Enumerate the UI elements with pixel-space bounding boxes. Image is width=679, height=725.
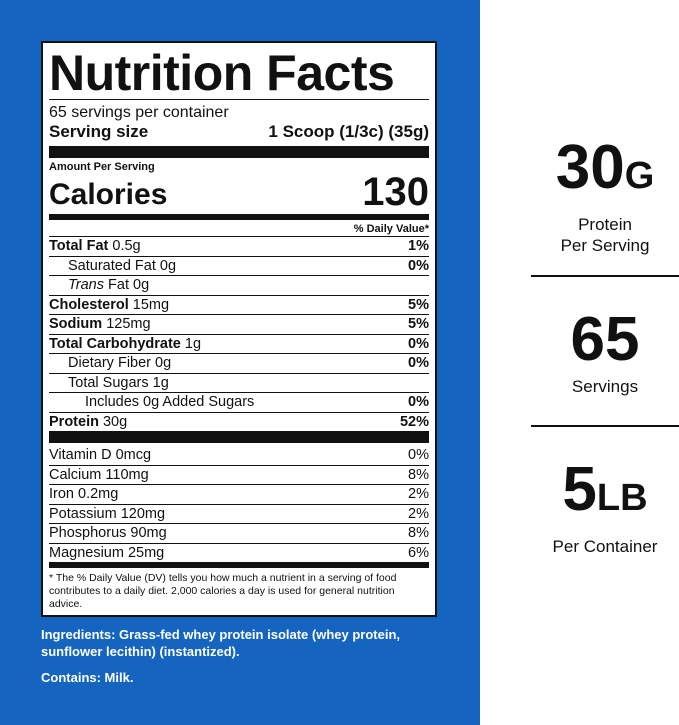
stat-label: Protein: [578, 215, 632, 234]
nutrient-dv: 0%: [408, 355, 429, 372]
calories-row: Calories 130: [49, 172, 429, 212]
nutrient-name: Cholesterol: [49, 296, 129, 313]
nutrient-row-sodium: Sodium 125mg 5%: [49, 314, 429, 334]
serving-size-value: 1 Scoop (1/3c) (35g): [268, 122, 429, 141]
vitamin-text: Vitamin D 0mcg: [49, 446, 152, 463]
vitamin-row: Phosphorus 90mg 8%: [49, 523, 429, 543]
nutrient-dv: 0%: [408, 335, 429, 352]
amount-per-serving: Amount Per Serving: [49, 161, 155, 173]
vitamin-text: Potassium 120mg: [49, 505, 166, 522]
nutrient-row-total-carbohydrate: Total Carbohydrate 1g 0%: [49, 333, 429, 354]
vitamin-dv: 8%: [408, 466, 429, 483]
stat-value: 5: [562, 455, 597, 524]
nutrient-row-cholesterol: Cholesterol 15mg 5%: [49, 294, 429, 315]
nutrient-amount: 1g: [184, 335, 202, 352]
nutrient-dv: 52%: [399, 413, 429, 430]
allergen-contains: Contains: Milk.: [41, 670, 134, 685]
ingredients-text: Ingredients: Grass-fed whey protein isol…: [41, 627, 401, 659]
stat-protein: 30G Protein Per Serving: [530, 136, 679, 256]
nutrient-amount: 15mg: [132, 296, 170, 313]
nutrient-name: Sodium: [49, 316, 103, 333]
nutrient-name: Total Carbohydrate: [49, 335, 181, 352]
calories-value: 130: [362, 170, 429, 214]
nutrient-row-protein: Protein 30g 52%: [49, 411, 429, 432]
vitamin-text: Calcium 110mg: [49, 466, 149, 483]
nutrient-amount: 0g: [155, 355, 172, 372]
nutrient-dv: 5%: [408, 316, 429, 333]
nutrient-name: Total Fat: [49, 238, 109, 255]
nutrient-row-dietary-fiber: Dietary Fiber 0g 0%: [49, 353, 429, 373]
stat-servings: 65 Servings: [530, 308, 679, 397]
serving-size-row: Serving size 1 Scoop (1/3c) (35g): [49, 122, 429, 142]
vitamin-dv: 2%: [408, 505, 429, 522]
vitamin-dv: 8%: [408, 525, 429, 542]
daily-value-footnote: * The % Daily Value (DV) tells you how m…: [49, 572, 397, 610]
divider-thick: [49, 431, 429, 443]
nutrient-name: Fat: [108, 277, 129, 294]
vitamin-row: Magnesium 25mg 6%: [49, 542, 429, 563]
vitamin-row: Iron 0.2mg 2%: [49, 484, 429, 504]
vitamin-text: Magnesium 25mg: [49, 544, 165, 561]
nutrient-dv: 1%: [408, 238, 429, 255]
vitamin-row: Vitamin D 0mcg 0%: [49, 445, 429, 465]
nutrient-row-total-sugars: Total Sugars 1g: [49, 372, 429, 393]
nutrient-amount: 1g: [152, 374, 169, 391]
nutrient-amount: 0.5g: [112, 238, 141, 255]
label-title: Nutrition Facts: [49, 45, 395, 101]
vitamin-text: Phosphorus 90mg: [49, 525, 167, 542]
calories-label: Calories: [49, 178, 168, 211]
stat-value: 65: [570, 305, 640, 374]
nutrient-name: Saturated Fat: [68, 257, 156, 274]
nutrient-row-added-sugars: Includes 0g Added Sugars 0%: [49, 392, 429, 412]
nutrient-name: Dietary Fiber: [68, 355, 151, 372]
nutrient-text: Includes 0g Added Sugars: [85, 394, 255, 411]
vitamin-row: Calcium 110mg 8%: [49, 464, 429, 485]
nutrient-amount: 30g: [102, 413, 128, 430]
nutrient-name: Protein: [49, 413, 99, 430]
nutrient-dv: 5%: [408, 296, 429, 313]
stat-label: Per Serving: [560, 236, 650, 255]
stat-value: 30: [555, 133, 625, 202]
vitamin-dv: 0%: [408, 446, 429, 463]
nutrient-dv: 0%: [408, 257, 429, 274]
nutrient-amount: 0g: [133, 277, 150, 294]
nutrient-dv: 0%: [408, 394, 429, 411]
nutrient-amount: 0g: [159, 257, 177, 274]
stat-label: Servings: [571, 377, 639, 396]
vitamin-dv: 6%: [408, 544, 429, 561]
stat-divider: [531, 425, 679, 427]
stat-unit: LB: [596, 477, 648, 519]
stat-label: Per Container: [552, 537, 658, 556]
nutrient-row-total-fat: Total Fat 0.5g 1%: [49, 236, 429, 256]
stat-divider: [531, 275, 679, 277]
divider-medium: [49, 562, 429, 568]
divider-thick: [49, 146, 429, 158]
nutrient-amount: 125mg: [106, 316, 151, 333]
divider: [49, 99, 429, 100]
vitamin-text: Iron 0.2mg: [49, 486, 119, 503]
stat-container: 5LB Per Container: [530, 458, 679, 557]
vitamin-dv: 2%: [408, 486, 429, 503]
nutrition-facts-label: Nutrition Facts 65 servings per containe…: [41, 41, 437, 617]
servings-per-container: 65 servings per container: [49, 104, 229, 121]
serving-size-label: Serving size: [49, 122, 149, 141]
stat-unit: G: [624, 155, 655, 197]
vitamin-row: Potassium 120mg 2%: [49, 503, 429, 524]
nutrient-row-saturated-fat: Saturated Fat 0g 0%: [49, 255, 429, 276]
daily-value-header: % Daily Value*: [353, 223, 429, 235]
divider-medium: [49, 214, 429, 220]
nutrient-name-italic: Trans: [68, 277, 104, 294]
nutrient-name: Total Sugars: [68, 374, 149, 391]
nutrient-row-trans-fat: Trans Fat 0g: [49, 275, 429, 295]
